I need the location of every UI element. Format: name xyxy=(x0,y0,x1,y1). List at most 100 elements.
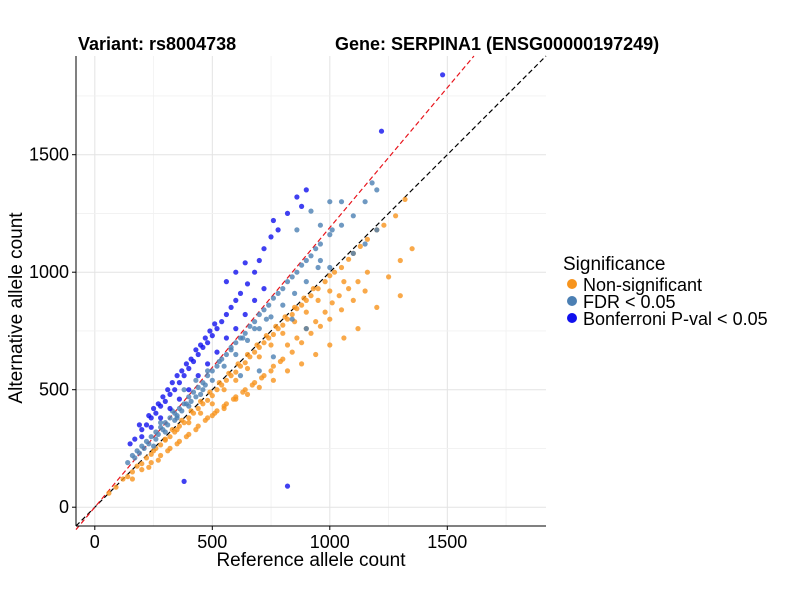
point-non-significant xyxy=(294,335,300,341)
point-fdr-0-05 xyxy=(141,445,147,451)
point-bonferroni-p-val-0-05 xyxy=(181,373,187,379)
point-fdr-0-05 xyxy=(209,368,215,374)
point-fdr-0-05 xyxy=(308,253,314,259)
point-non-significant xyxy=(186,420,192,426)
point-fdr-0-05 xyxy=(190,389,197,395)
point-bonferroni-p-val-0-05 xyxy=(193,347,199,353)
y-tick-label: 1500 xyxy=(29,145,69,165)
point-bonferroni-p-val-0-05 xyxy=(143,422,150,428)
point-bonferroni-p-val-0-05 xyxy=(284,210,291,216)
point-bonferroni-p-val-0-05 xyxy=(167,391,173,397)
point-non-significant xyxy=(336,293,342,299)
point-non-significant xyxy=(249,382,255,388)
point-non-significant xyxy=(327,316,333,322)
point-bonferroni-p-val-0-05 xyxy=(153,410,159,416)
point-fdr-0-05 xyxy=(205,368,211,374)
point-fdr-0-05 xyxy=(151,443,157,449)
point-bonferroni-p-val-0-05 xyxy=(160,394,166,400)
point-fdr-0-05 xyxy=(338,199,345,205)
point-non-significant xyxy=(129,476,135,482)
point-non-significant xyxy=(169,427,175,433)
point-bonferroni-p-val-0-05 xyxy=(179,368,185,374)
point-non-significant xyxy=(409,246,415,252)
point-bonferroni-p-val-0-05 xyxy=(275,227,281,233)
point-fdr-0-05 xyxy=(160,427,166,433)
point-non-significant xyxy=(174,427,180,433)
point-non-significant xyxy=(386,274,392,280)
point-non-significant xyxy=(292,304,298,310)
point-non-significant xyxy=(158,452,164,459)
point-fdr-0-05 xyxy=(174,413,180,419)
point-bonferroni-p-val-0-05 xyxy=(174,373,180,379)
point-fdr-0-05 xyxy=(216,358,222,365)
point-non-significant xyxy=(303,309,309,315)
point-non-significant xyxy=(198,410,204,416)
point-non-significant xyxy=(327,273,333,279)
point-fdr-0-05 xyxy=(240,335,246,341)
point-non-significant xyxy=(244,391,251,397)
legend-swatch-non-significant xyxy=(567,279,577,289)
point-bonferroni-p-val-0-05 xyxy=(268,234,274,240)
point-non-significant xyxy=(315,286,321,292)
point-non-significant xyxy=(202,417,208,423)
point-bonferroni-p-val-0-05 xyxy=(172,387,178,393)
point-fdr-0-05 xyxy=(202,382,208,388)
point-fdr-0-05 xyxy=(200,387,206,393)
point-non-significant xyxy=(214,387,220,393)
point-bonferroni-p-val-0-05 xyxy=(233,326,239,332)
point-bonferroni-p-val-0-05 xyxy=(195,373,201,379)
point-bonferroni-p-val-0-05 xyxy=(209,333,215,339)
point-bonferroni-p-val-0-05 xyxy=(207,328,213,334)
x-tick-label: 1000 xyxy=(310,532,350,552)
point-fdr-0-05 xyxy=(193,377,199,383)
point-fdr-0-05 xyxy=(252,326,258,332)
point-fdr-0-05 xyxy=(294,269,300,275)
chart-title-variant: Variant: rs8004738 xyxy=(78,34,236,54)
point-bonferroni-p-val-0-05 xyxy=(237,290,244,296)
point-fdr-0-05 xyxy=(270,354,276,360)
point-non-significant xyxy=(299,340,305,346)
point-fdr-0-05 xyxy=(136,450,142,456)
point-non-significant xyxy=(268,342,274,348)
point-non-significant xyxy=(233,377,239,383)
point-fdr-0-05 xyxy=(308,208,314,214)
point-non-significant xyxy=(327,288,333,294)
point-non-significant xyxy=(350,297,356,303)
point-non-significant xyxy=(256,384,262,390)
point-fdr-0-05 xyxy=(275,290,281,296)
point-non-significant xyxy=(195,405,201,412)
axes xyxy=(75,56,546,527)
legend-entry-non-significant: Non-significant xyxy=(567,275,702,295)
point-fdr-0-05 xyxy=(228,344,234,350)
point-non-significant xyxy=(242,360,248,366)
point-fdr-0-05 xyxy=(188,398,194,404)
point-non-significant xyxy=(357,243,363,249)
point-fdr-0-05 xyxy=(125,460,131,466)
point-non-significant xyxy=(179,417,185,423)
reference-lines xyxy=(75,55,547,530)
point-non-significant xyxy=(402,196,408,202)
legend-swatch-fdr xyxy=(567,296,577,306)
point-non-significant xyxy=(317,323,323,329)
legend: Significance Non-significant FDR < 0.05 … xyxy=(563,254,768,329)
point-non-significant xyxy=(186,415,192,421)
point-fdr-0-05 xyxy=(317,241,323,247)
point-non-significant xyxy=(207,389,213,395)
point-fdr-0-05 xyxy=(198,391,204,397)
point-non-significant xyxy=(308,293,314,299)
point-bonferroni-p-val-0-05 xyxy=(212,321,218,327)
point-fdr-0-05 xyxy=(252,319,258,325)
point-non-significant xyxy=(329,300,335,306)
point-bonferroni-p-val-0-05 xyxy=(223,311,229,318)
point-fdr-0-05 xyxy=(329,227,335,233)
point-non-significant xyxy=(252,349,258,355)
point-non-significant xyxy=(313,319,319,325)
point-bonferroni-p-val-0-05 xyxy=(181,478,187,484)
point-non-significant xyxy=(355,326,361,332)
point-non-significant xyxy=(174,441,180,447)
point-bonferroni-p-val-0-05 xyxy=(299,203,305,209)
point-non-significant xyxy=(322,309,328,315)
point-non-significant xyxy=(158,442,164,448)
point-bonferroni-p-val-0-05 xyxy=(219,319,225,325)
point-non-significant xyxy=(355,279,361,285)
